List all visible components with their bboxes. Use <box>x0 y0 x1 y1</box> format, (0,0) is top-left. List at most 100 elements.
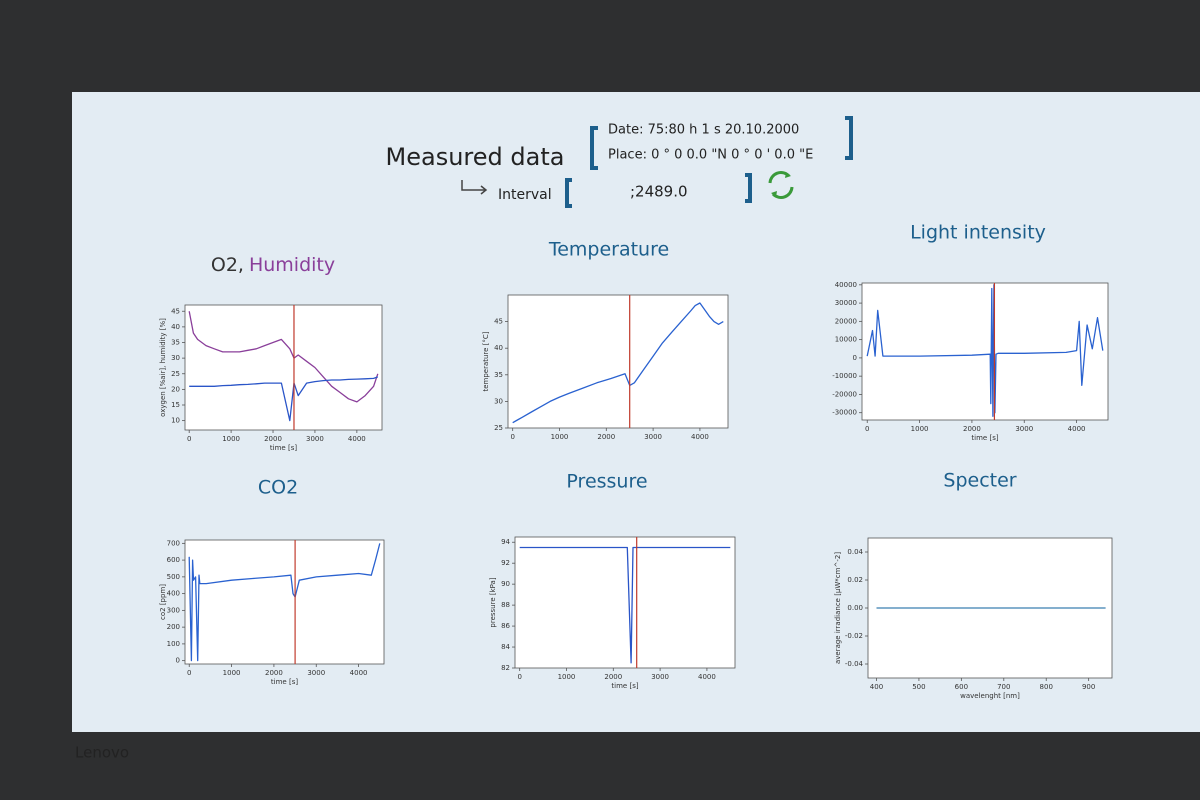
bracket <box>565 178 572 208</box>
x-axis-label: time [s] <box>271 678 298 686</box>
x-tick-label: 0 <box>187 669 191 677</box>
bracket <box>845 116 853 160</box>
x-tick-label: 0 <box>865 425 869 433</box>
plot-area <box>184 539 385 665</box>
x-tick-label: 400 <box>870 683 883 691</box>
x-tick-label: 1000 <box>551 433 569 441</box>
y-tick-label: 40 <box>171 323 180 331</box>
y-tick-label: 0 <box>176 657 180 665</box>
y-tick-label: 90 <box>501 580 510 588</box>
y-tick-label: 30 <box>494 397 503 405</box>
y-tick-label: 84 <box>501 643 510 651</box>
series-line <box>519 546 731 664</box>
x-tick-label: 500 <box>912 683 925 691</box>
plot-area <box>507 294 729 429</box>
x-axis-label: time [s] <box>971 434 998 442</box>
y-tick-label: -10000 <box>832 372 857 380</box>
x-tick-label: 1000 <box>911 425 929 433</box>
bracket <box>590 126 598 170</box>
x-tick-label: 1000 <box>558 673 576 681</box>
x-tick-label: 700 <box>997 683 1010 691</box>
y-tick-label: 0 <box>853 354 857 362</box>
x-axis-label: wavelenght [nm] <box>960 692 1020 700</box>
series-line <box>512 302 724 424</box>
date: Date: 75:80 h 1 s 20.10.2000 <box>608 123 799 138</box>
plot-area <box>184 304 383 431</box>
chart-title: Pressure <box>566 471 647 493</box>
y-axis-label: co2 [ppm] <box>159 584 167 620</box>
x-tick-label: 4000 <box>350 669 368 677</box>
interval-value: ;2489.0 <box>630 183 688 201</box>
y-tick-label: 35 <box>494 371 503 379</box>
y-tick-label: 700 <box>167 539 180 547</box>
chart-title-part: O2, <box>211 254 244 276</box>
series-line <box>188 543 381 662</box>
y-tick-label: 40 <box>494 344 503 352</box>
chart-title-part: Humidity <box>249 254 335 276</box>
x-tick-label: 1000 <box>223 669 241 677</box>
y-tick-label: 35 <box>171 339 180 347</box>
x-tick-label: 800 <box>1040 683 1053 691</box>
chart-title: CO2 <box>258 477 298 499</box>
y-tick-label: 86 <box>501 622 510 630</box>
x-tick-label: 3000 <box>644 433 662 441</box>
y-tick-label: 45 <box>494 318 503 326</box>
y-tick-label: 25 <box>494 424 503 432</box>
y-tick-label: 10000 <box>835 336 857 344</box>
plot-area <box>514 536 736 669</box>
y-axis-label: oxygen [%air], humidity [%] <box>159 318 167 417</box>
y-tick-label: 300 <box>167 606 180 614</box>
x-tick-label: 2000 <box>963 425 981 433</box>
y-tick-label: 92 <box>501 559 510 567</box>
x-tick-label: 0 <box>517 673 521 681</box>
x-tick-label: 3000 <box>651 673 669 681</box>
y-tick-label: 25 <box>171 370 180 378</box>
y-tick-label: 0.00 <box>847 604 863 612</box>
y-tick-label: 0.04 <box>847 548 863 556</box>
y-tick-label: 30000 <box>835 299 857 307</box>
page-title: Measured data <box>386 143 565 171</box>
y-tick-label: 200 <box>167 623 180 631</box>
y-tick-label: 94 <box>501 538 510 546</box>
x-tick-label: 0 <box>510 433 514 441</box>
x-tick-label: 2000 <box>264 435 282 443</box>
y-axis-label: pressure [kPa] <box>489 577 497 627</box>
x-axis-label: time [s] <box>611 682 638 690</box>
x-tick-label: 2000 <box>265 669 283 677</box>
refresh-button[interactable] <box>768 171 794 199</box>
x-tick-label: 900 <box>1082 683 1095 691</box>
chart-title: Temperature <box>548 239 669 261</box>
y-tick-label: 30 <box>171 354 180 362</box>
y-tick-label: 20 <box>171 385 180 393</box>
x-axis-label: time [s] <box>270 444 297 452</box>
chart-title: O2, Humidity <box>211 254 335 276</box>
y-tick-label: 0.02 <box>847 576 863 584</box>
x-tick-label: 4000 <box>348 435 366 443</box>
interval-label: Interval <box>498 187 552 203</box>
place: Place: 0 ° 0 0.0 "N 0 ° 0 ' 0.0 "E <box>608 148 813 163</box>
y-tick-label: 88 <box>501 601 510 609</box>
y-tick-label: 600 <box>167 556 180 564</box>
x-tick-label: 3000 <box>1015 425 1033 433</box>
brand: Lenovo <box>75 744 129 762</box>
y-tick-label: -30000 <box>832 409 857 417</box>
y-axis-label: average irradiance [µW*cm^-2] <box>834 552 842 664</box>
x-tick-label: 4000 <box>698 673 716 681</box>
chart-title: Specter <box>943 470 1016 492</box>
y-tick-label: 400 <box>167 590 180 598</box>
chart-title: Light intensity <box>910 222 1046 244</box>
x-tick-label: 4000 <box>1068 425 1086 433</box>
y-tick-label: -0.02 <box>845 632 863 640</box>
y-tick-label: 20000 <box>835 317 857 325</box>
y-tick-label: 500 <box>167 573 180 581</box>
x-tick-label: 2000 <box>597 433 615 441</box>
series-line <box>188 311 379 403</box>
series-line <box>189 376 379 422</box>
y-axis-label: temperature [°C] <box>482 331 490 391</box>
x-tick-label: 4000 <box>691 433 709 441</box>
y-tick-label: 82 <box>501 664 510 672</box>
x-tick-label: 0 <box>187 435 191 443</box>
bracket <box>745 173 752 203</box>
